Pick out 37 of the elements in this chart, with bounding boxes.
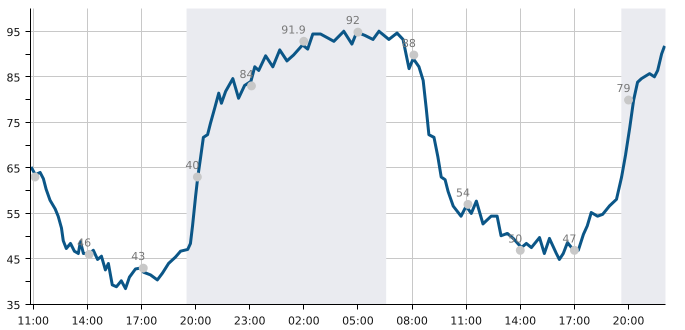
annotation: 47	[562, 232, 576, 246]
point	[299, 36, 308, 46]
x-tick-label: 17:00	[558, 314, 590, 328]
y-tick-label: 35	[6, 299, 21, 312]
point	[570, 246, 579, 255]
annotation: 92	[346, 14, 360, 28]
point	[138, 264, 148, 273]
point	[30, 172, 40, 182]
y-tick-label: 45	[6, 253, 21, 266]
x-tick-label: 02:00	[288, 314, 320, 328]
annotation: 54	[456, 186, 470, 200]
x-tick-label: 08:00	[396, 314, 428, 328]
point	[84, 250, 94, 259]
point	[624, 96, 634, 105]
y-tick-label: 55	[6, 208, 21, 221]
annotation: 91.9	[281, 23, 306, 36]
x-tick-label: 14:00	[71, 314, 104, 328]
y-tick-label: 85	[6, 71, 21, 84]
y-tick-label: 95	[6, 26, 21, 39]
y-tick-label: 65	[6, 162, 21, 176]
point	[353, 28, 362, 37]
annotation: 79	[616, 82, 631, 96]
x-tick-label: 05:00	[342, 314, 374, 328]
x-tick-label: 20:00	[180, 314, 212, 328]
x-tick-label: 11:00	[450, 314, 482, 328]
point	[463, 200, 472, 209]
point	[409, 50, 418, 60]
point	[516, 246, 525, 255]
point	[192, 172, 202, 182]
annotation: 43	[131, 250, 146, 264]
x-tick-label: 20:00	[612, 314, 644, 328]
y-tick-label: 75	[6, 116, 21, 130]
x-tick-label: 14:00	[504, 314, 536, 328]
point	[246, 81, 256, 90]
x-tick-label: 11:00	[17, 314, 50, 328]
x-tick-label: 17:00	[126, 314, 158, 328]
x-tick-label: 23:00	[234, 314, 266, 328]
